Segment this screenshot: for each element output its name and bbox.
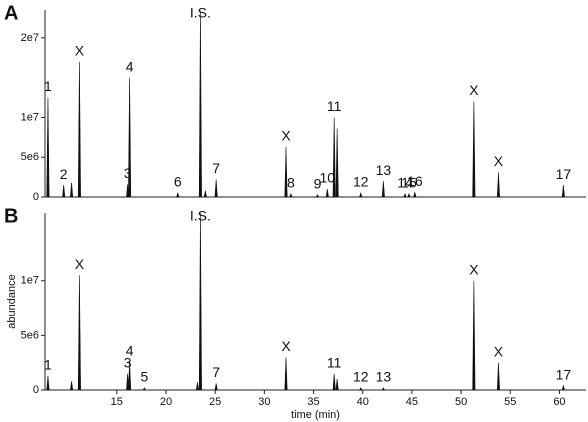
peak [214,179,218,198]
y-tick-label: 0 [33,384,39,396]
x-tick-label: 35 [307,396,319,408]
peak [128,77,132,198]
peak-label: 9 [314,175,322,191]
peak [472,101,476,198]
peak [203,190,207,198]
peak-label: 7 [212,364,220,380]
peak-label: 12 [353,369,369,385]
peak [198,10,202,198]
peak [315,193,320,198]
peak-label: 8 [287,175,295,191]
x-tick-label: 55 [504,396,516,408]
peak [128,361,132,391]
y-tick-label: 5e6 [21,151,39,163]
peak [289,192,293,198]
peak [46,97,50,198]
y-tick-label: 5e6 [21,329,39,341]
peak-label: X [75,42,85,58]
panel-letter: A [4,2,18,24]
peak [62,185,66,198]
x-tick-label: 50 [455,396,467,408]
peak [413,192,417,198]
y-tick-label: 1e7 [21,275,39,287]
peak-label: 6 [174,174,182,190]
peak [142,387,147,391]
peak [46,375,50,391]
peak-label: X [469,82,479,98]
y-tick-label: 2e7 [21,32,39,44]
peak-label: 13 [376,162,392,178]
peak-label: 17 [556,366,572,382]
x-tick-label: 30 [258,396,270,408]
peak [359,387,363,391]
peak [77,275,81,391]
x-tick-label: 25 [209,396,221,408]
peak [381,387,386,391]
peak [403,192,407,198]
peak [335,128,339,198]
peak-label: 4 [126,342,134,358]
peak-label: 3 [124,354,132,370]
peak-label: I.S. [190,5,211,21]
peak [407,192,411,198]
y-axis-label: abundance [6,274,18,328]
peak [332,373,336,391]
peak-label: X [469,261,479,277]
peak-label: 16 [407,173,423,189]
peak-label: X [494,153,504,169]
x-tick-label: 45 [406,396,418,408]
peak-label: 5 [140,369,148,385]
peak [332,117,336,198]
peak [335,379,339,391]
peak-label: 7 [212,160,220,176]
peak-label: X [281,128,291,144]
peak [325,188,329,198]
peak [70,381,74,391]
peak-label: 2 [60,166,68,182]
peak-label: I.S. [190,208,211,224]
peak [284,357,288,391]
x-axis-label: time (min) [291,409,340,421]
x-tick-label: 20 [160,396,172,408]
peak-label: X [281,338,291,354]
peak [198,212,202,391]
peak-label: X [75,256,85,272]
peak [561,384,565,391]
peak-label: 10 [320,170,336,186]
peak-label: 14 [397,175,413,191]
peak-label: 11 [327,354,342,370]
x-tick-label: 15 [111,396,123,408]
peak-label: 1 [44,78,52,94]
peak-label: 3 [124,165,132,181]
peak-label: 17 [556,166,572,182]
peak [284,146,288,198]
peak-label: 4 [126,58,134,74]
peak [77,61,81,198]
peak [195,382,200,391]
peak [472,280,476,391]
peak [496,172,500,198]
x-tick-label: 40 [357,396,369,408]
peak-label: 13 [376,369,392,385]
panel-letter: B [4,205,18,227]
peak [176,191,180,198]
peak-label: 1 [44,356,52,372]
peak [126,373,130,391]
peak [561,185,565,198]
y-tick-label: 0 [33,191,39,203]
peak-label: 12 [353,174,369,190]
peak [214,383,218,391]
peak-label: X [494,343,504,359]
peak [496,362,500,391]
peak [381,181,385,198]
peak [359,191,363,198]
peak-label: 11 [327,98,342,114]
peak [70,182,74,198]
x-tick-label: 60 [553,396,565,408]
peak-label: 15 [401,175,417,191]
y-tick-label: 1e7 [21,111,39,123]
